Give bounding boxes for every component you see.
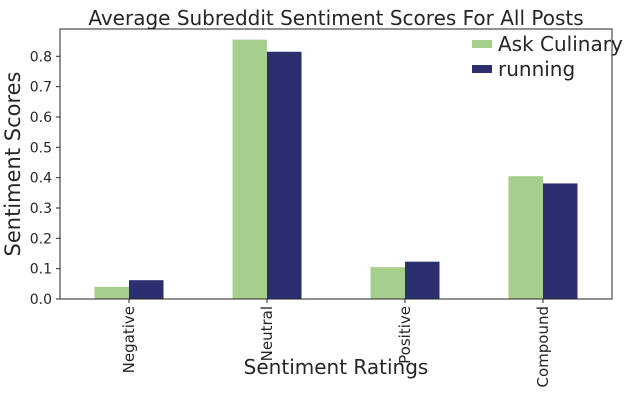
plot-frame: [59, 28, 613, 300]
y-tick-label: 0.1: [30, 262, 52, 278]
y-tick-label: 0.3: [30, 201, 52, 217]
x-axis-label: Sentiment Ratings: [244, 355, 429, 379]
y-tick-label: 0.8: [30, 49, 52, 65]
y-tick-label: 0.2: [30, 231, 52, 247]
y-tick-label: 0.6: [30, 110, 52, 126]
y-axis: 0.0 0.1 0.2 0.3 0.4 0.5 0.6 0.7 0.8: [30, 49, 60, 308]
bar-ask-culinary-compound: [508, 176, 543, 299]
bar-running-compound: [543, 183, 578, 299]
x-tick-label-compound: Compound: [534, 306, 552, 388]
legend-swatch-running: [472, 65, 492, 73]
bar-ask-culinary-positive: [370, 267, 405, 299]
legend-swatch-ask-culinary: [472, 40, 492, 48]
bar-ask-culinary-neutral: [232, 39, 267, 299]
bar-running-negative: [129, 280, 164, 299]
x-tick-label-positive: Positive: [396, 306, 414, 364]
x-tick-label-negative: Negative: [120, 306, 138, 373]
x-axis: Negative Neutral Positive Compound: [120, 299, 552, 388]
y-tick-label: 0.7: [30, 80, 52, 96]
y-tick-label: 0.4: [30, 171, 52, 187]
bar-ask-culinary-negative: [94, 286, 129, 299]
bar-running-neutral: [267, 51, 302, 299]
x-tick-label-neutral: Neutral: [258, 306, 276, 361]
y-axis-label: Sentiment Scores: [1, 72, 25, 257]
legend-label-ask-culinary: Ask Culinary: [498, 32, 623, 56]
chart-title: Average Subreddit Sentiment Scores For A…: [88, 6, 583, 30]
bars-group: [94, 39, 578, 299]
legend-label-running: running: [498, 57, 575, 81]
y-tick-label: 0.5: [30, 140, 52, 156]
y-tick-label: 0.0: [30, 292, 52, 308]
bar-running-positive: [405, 261, 440, 299]
